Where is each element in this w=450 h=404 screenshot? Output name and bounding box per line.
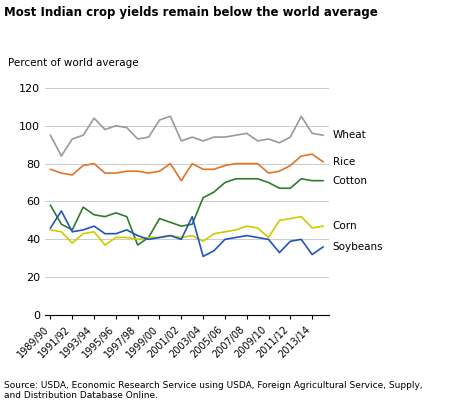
Text: Rice: Rice — [333, 157, 355, 167]
Text: Most Indian crop yields remain below the world average: Most Indian crop yields remain below the… — [4, 6, 378, 19]
Text: Source: USDA, Economic Research Service using USDA, Foreign Agricultural Service: Source: USDA, Economic Research Service … — [4, 381, 423, 400]
Text: Corn: Corn — [333, 221, 357, 231]
Text: Wheat: Wheat — [333, 130, 367, 140]
Text: Soybeans: Soybeans — [333, 242, 383, 252]
Text: Cotton: Cotton — [333, 176, 368, 186]
Text: Percent of world average: Percent of world average — [8, 58, 139, 68]
